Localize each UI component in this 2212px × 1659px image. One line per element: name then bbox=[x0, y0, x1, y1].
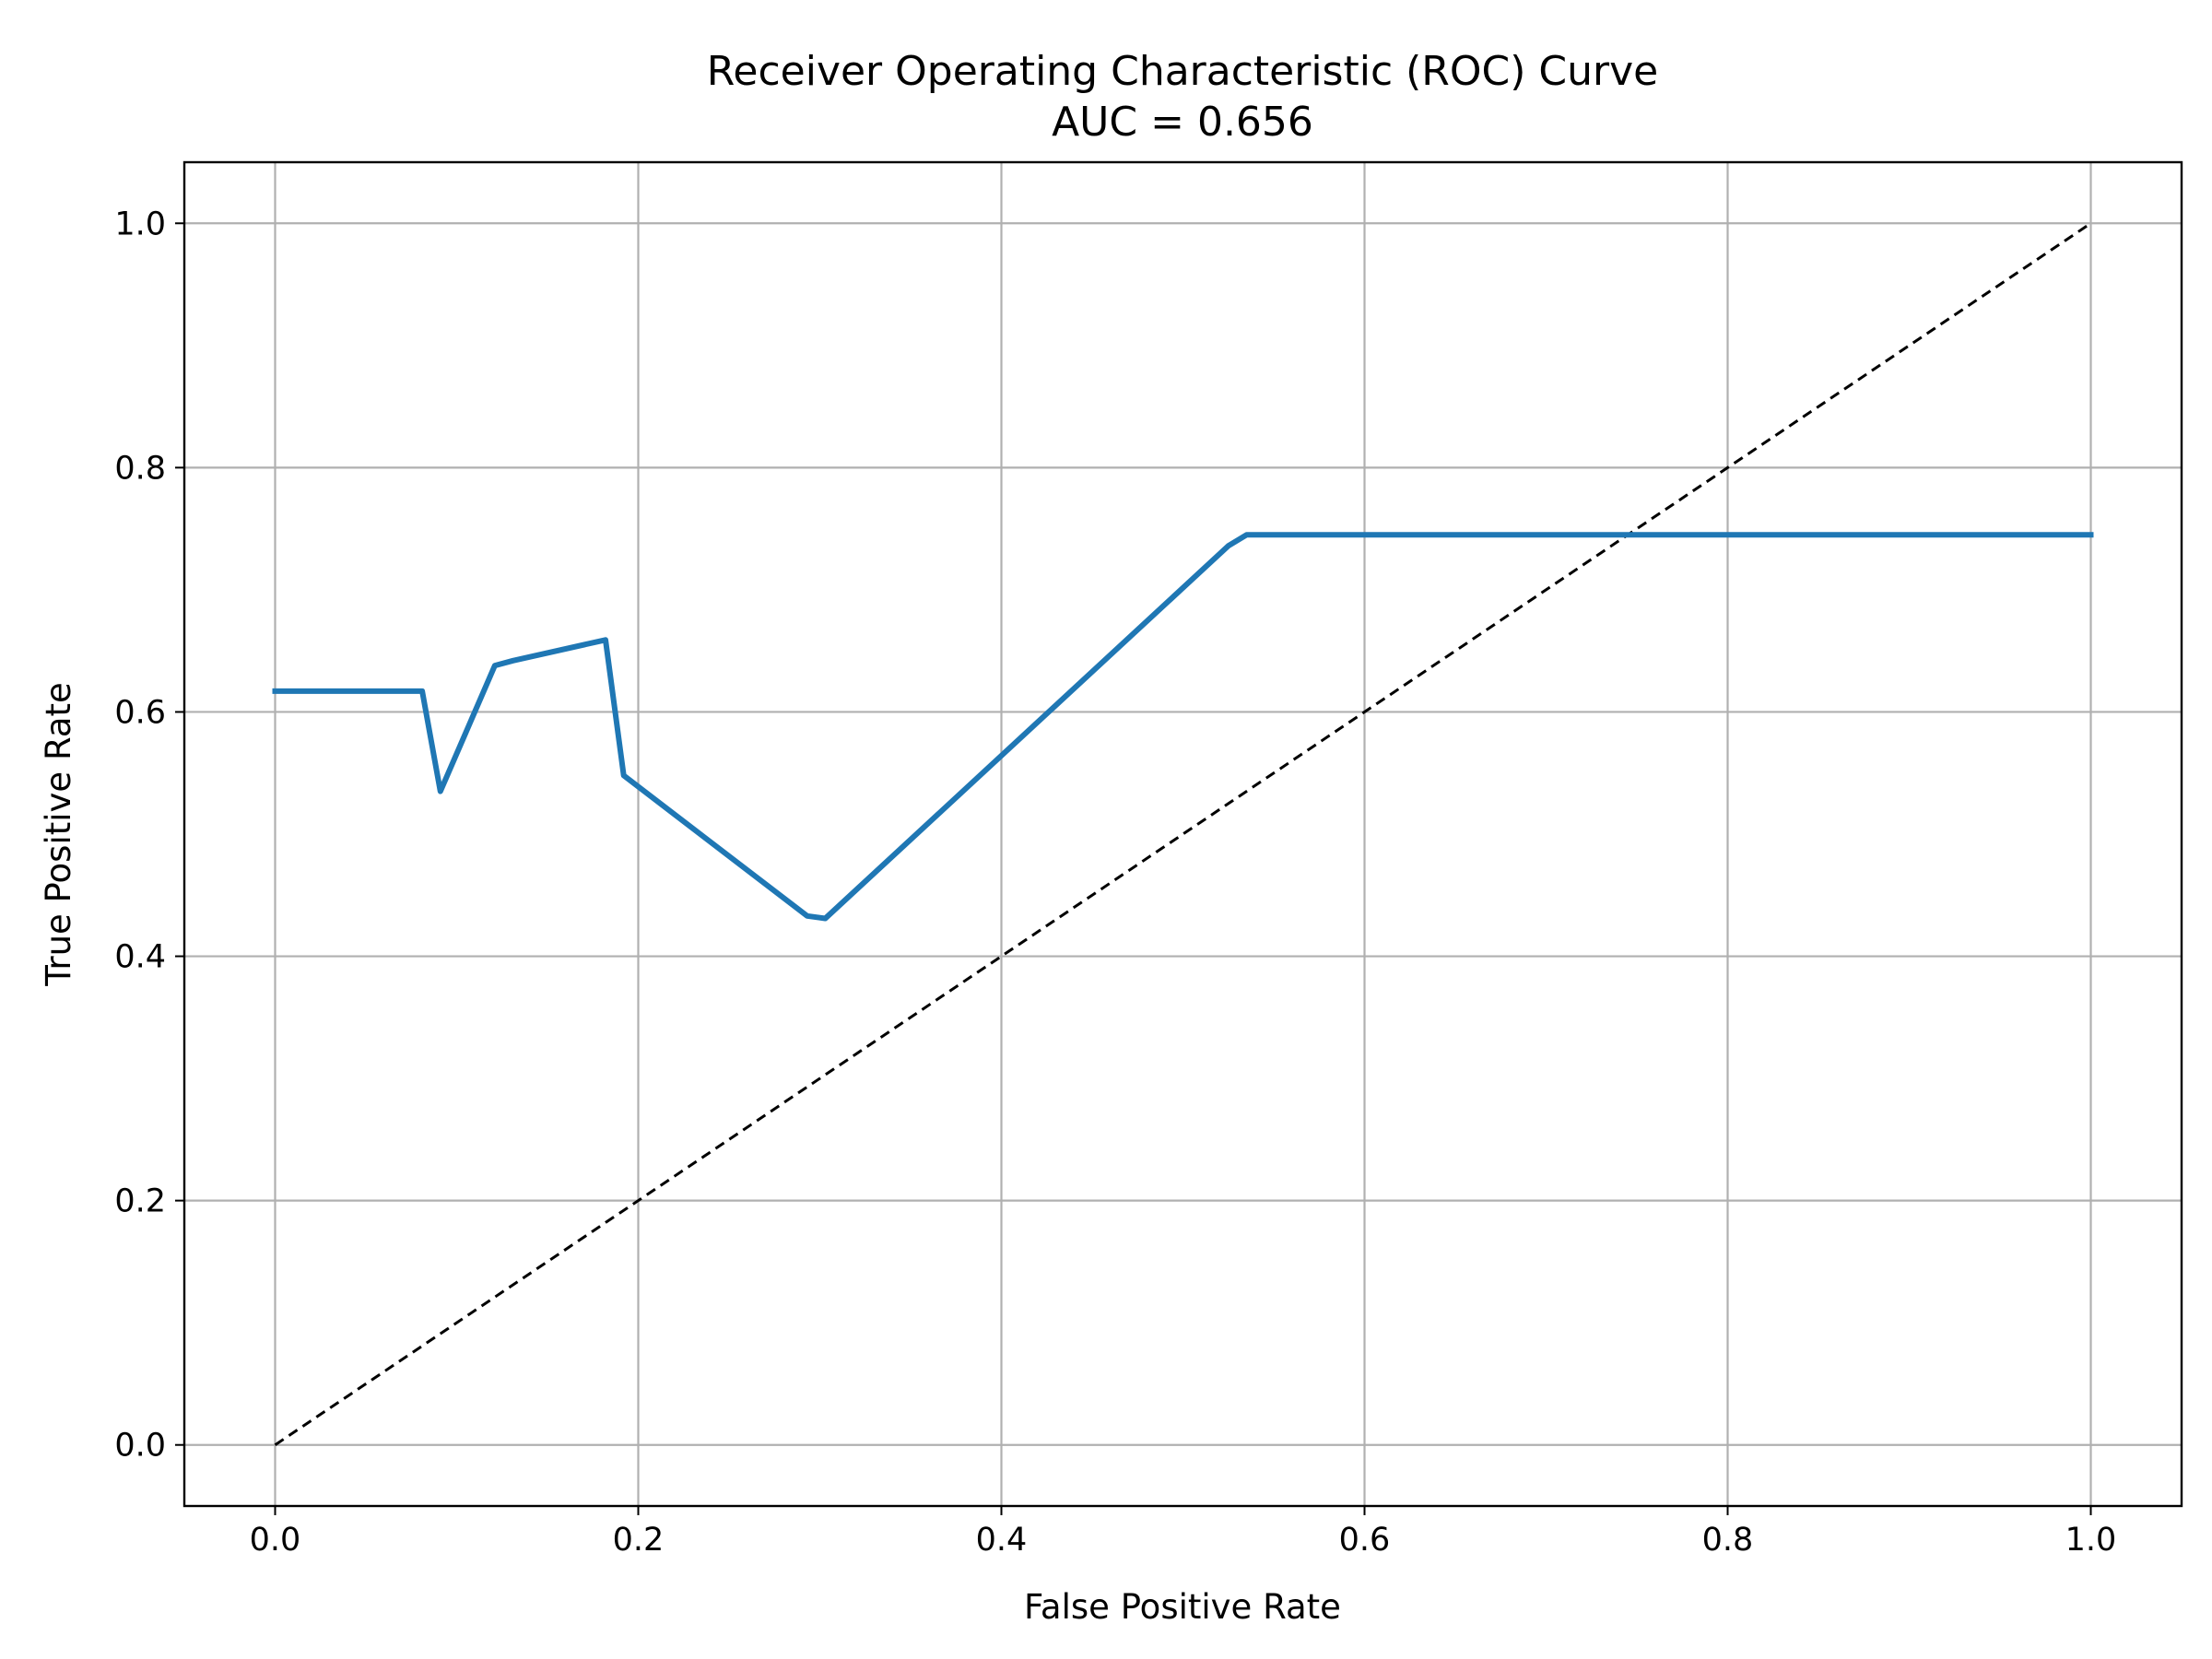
grid bbox=[184, 162, 2182, 1506]
x-tick-label: 0.6 bbox=[1339, 1522, 1391, 1559]
plot-frame bbox=[182, 160, 2183, 1508]
x-tick-label: 0.8 bbox=[1702, 1522, 1754, 1559]
x-tick-label: 0.4 bbox=[976, 1522, 1028, 1559]
y-axis-label: True Positive Rate bbox=[39, 682, 78, 987]
x-tick-label: 1.0 bbox=[2065, 1522, 2117, 1559]
y-tick-label: 1.0 bbox=[114, 206, 166, 242]
ticks: 0.0 0.2 0.4 0.6 0.8 1.0 0.0 0.2 0.4 0.6 0.8 1.0 bbox=[114, 206, 2116, 1559]
x-tick-label: 0.0 bbox=[250, 1522, 301, 1559]
y-tick-label: 0.8 bbox=[114, 450, 166, 487]
chance-diagonal-line bbox=[274, 222, 2092, 1446]
y-tick-label: 0.6 bbox=[114, 694, 166, 731]
x-axis-label: False Positive Rate bbox=[1024, 1587, 1341, 1627]
x-tick-label: 0.2 bbox=[613, 1522, 665, 1559]
y-tick-label: 0.2 bbox=[114, 1183, 166, 1220]
roc-curve-line bbox=[272, 532, 2094, 922]
y-tick-label: 0.4 bbox=[114, 939, 166, 976]
data-series bbox=[272, 222, 2094, 1446]
y-tick-label: 0.0 bbox=[114, 1428, 166, 1465]
chart-title: Receiver Operating Characteristic (ROC) … bbox=[707, 48, 1658, 95]
chart-subtitle: AUC = 0.656 bbox=[1052, 99, 1313, 146]
